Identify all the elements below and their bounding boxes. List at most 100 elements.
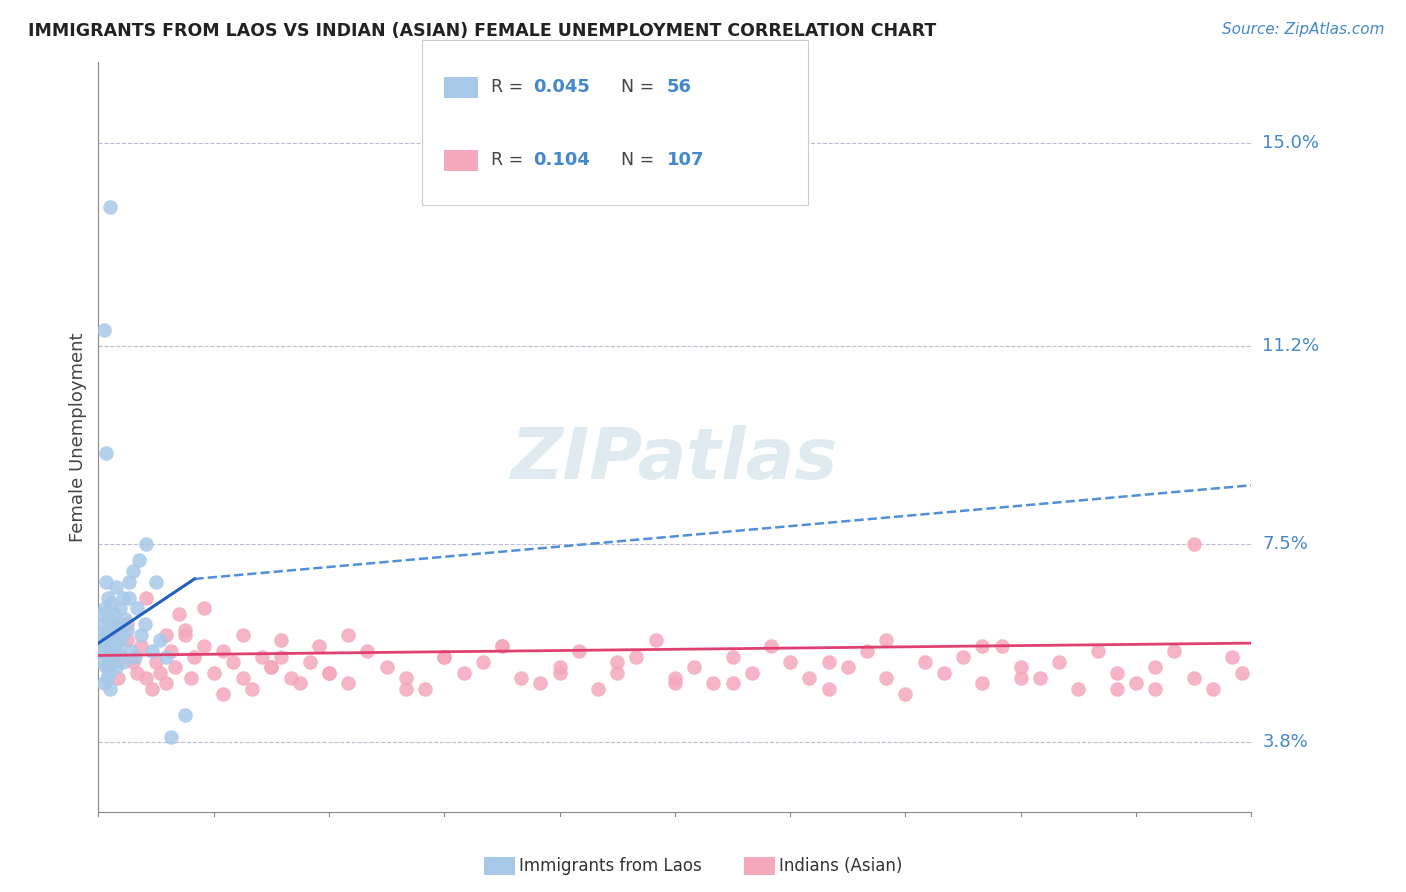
- Point: [471, 655, 494, 669]
- Point: [96, 671, 118, 685]
- Point: [98, 200, 121, 214]
- Point: [1067, 681, 1090, 696]
- Point: [280, 671, 302, 685]
- Point: [222, 655, 245, 669]
- Point: [990, 639, 1012, 653]
- Point: [1087, 644, 1109, 658]
- Text: 107: 107: [666, 151, 704, 169]
- Point: [433, 649, 456, 664]
- Point: [491, 639, 513, 653]
- Point: [298, 655, 321, 669]
- Point: [932, 665, 955, 680]
- Point: [94, 644, 117, 658]
- Point: [1230, 665, 1253, 680]
- Point: [1047, 655, 1070, 669]
- Point: [112, 591, 135, 605]
- Point: [586, 681, 609, 696]
- Text: Source: ZipAtlas.com: Source: ZipAtlas.com: [1222, 22, 1385, 37]
- Point: [318, 665, 340, 680]
- Point: [89, 628, 111, 642]
- Point: [664, 671, 686, 685]
- Point: [270, 649, 292, 664]
- Point: [117, 633, 139, 648]
- Point: [167, 607, 190, 621]
- Text: IMMIGRANTS FROM LAOS VS INDIAN (ASIAN) FEMALE UNEMPLOYMENT CORRELATION CHART: IMMIGRANTS FROM LAOS VS INDIAN (ASIAN) F…: [28, 22, 936, 40]
- Point: [1182, 671, 1205, 685]
- Point: [135, 671, 157, 685]
- Point: [135, 537, 157, 551]
- Point: [101, 617, 124, 632]
- Point: [149, 665, 172, 680]
- Point: [180, 671, 202, 685]
- Point: [149, 633, 172, 648]
- Point: [683, 660, 706, 674]
- Point: [93, 676, 115, 690]
- Point: [250, 649, 273, 664]
- Point: [101, 655, 124, 669]
- Point: [93, 617, 115, 632]
- Text: 0.045: 0.045: [533, 78, 589, 95]
- Point: [894, 687, 917, 701]
- Point: [97, 591, 120, 605]
- Point: [155, 676, 177, 690]
- Point: [1010, 660, 1032, 674]
- Point: [395, 681, 418, 696]
- Point: [193, 601, 215, 615]
- Point: [491, 639, 513, 653]
- Text: Indians (Asian): Indians (Asian): [779, 857, 903, 875]
- Point: [94, 574, 117, 589]
- Point: [94, 601, 117, 615]
- Point: [626, 649, 648, 664]
- Point: [664, 676, 686, 690]
- Point: [108, 601, 131, 615]
- Point: [1010, 671, 1032, 685]
- Point: [548, 660, 571, 674]
- Text: 11.2%: 11.2%: [1263, 337, 1320, 355]
- Point: [134, 617, 156, 632]
- Point: [110, 649, 132, 664]
- Point: [145, 574, 167, 589]
- Point: [308, 639, 330, 653]
- Point: [375, 660, 398, 674]
- Point: [96, 623, 118, 637]
- Point: [212, 644, 235, 658]
- Point: [721, 676, 744, 690]
- Point: [129, 639, 152, 653]
- Point: [155, 649, 177, 664]
- Text: ZIPatlas: ZIPatlas: [512, 425, 838, 494]
- Point: [103, 607, 125, 621]
- Point: [97, 649, 120, 664]
- Point: [260, 660, 283, 674]
- Point: [98, 681, 121, 696]
- Point: [125, 601, 148, 615]
- Point: [98, 633, 121, 648]
- Point: [453, 665, 475, 680]
- Point: [1163, 644, 1185, 658]
- Point: [1029, 671, 1052, 685]
- Point: [117, 623, 139, 637]
- Text: 3.8%: 3.8%: [1263, 733, 1308, 751]
- Point: [108, 628, 131, 642]
- Point: [160, 644, 183, 658]
- Point: [433, 649, 456, 664]
- Point: [91, 607, 114, 621]
- Point: [1202, 681, 1225, 696]
- Point: [1220, 649, 1243, 664]
- Point: [1144, 681, 1167, 696]
- Point: [120, 644, 142, 658]
- Point: [914, 655, 936, 669]
- Point: [141, 681, 163, 696]
- Point: [122, 655, 145, 669]
- Point: [94, 660, 117, 674]
- Point: [193, 639, 215, 653]
- Point: [135, 591, 157, 605]
- Text: 7.5%: 7.5%: [1263, 535, 1309, 553]
- Point: [90, 644, 112, 658]
- Point: [1144, 660, 1167, 674]
- Text: Immigrants from Laos: Immigrants from Laos: [519, 857, 702, 875]
- Point: [141, 644, 163, 658]
- Point: [1182, 537, 1205, 551]
- Point: [107, 644, 129, 658]
- Point: [644, 633, 666, 648]
- Point: [118, 574, 141, 589]
